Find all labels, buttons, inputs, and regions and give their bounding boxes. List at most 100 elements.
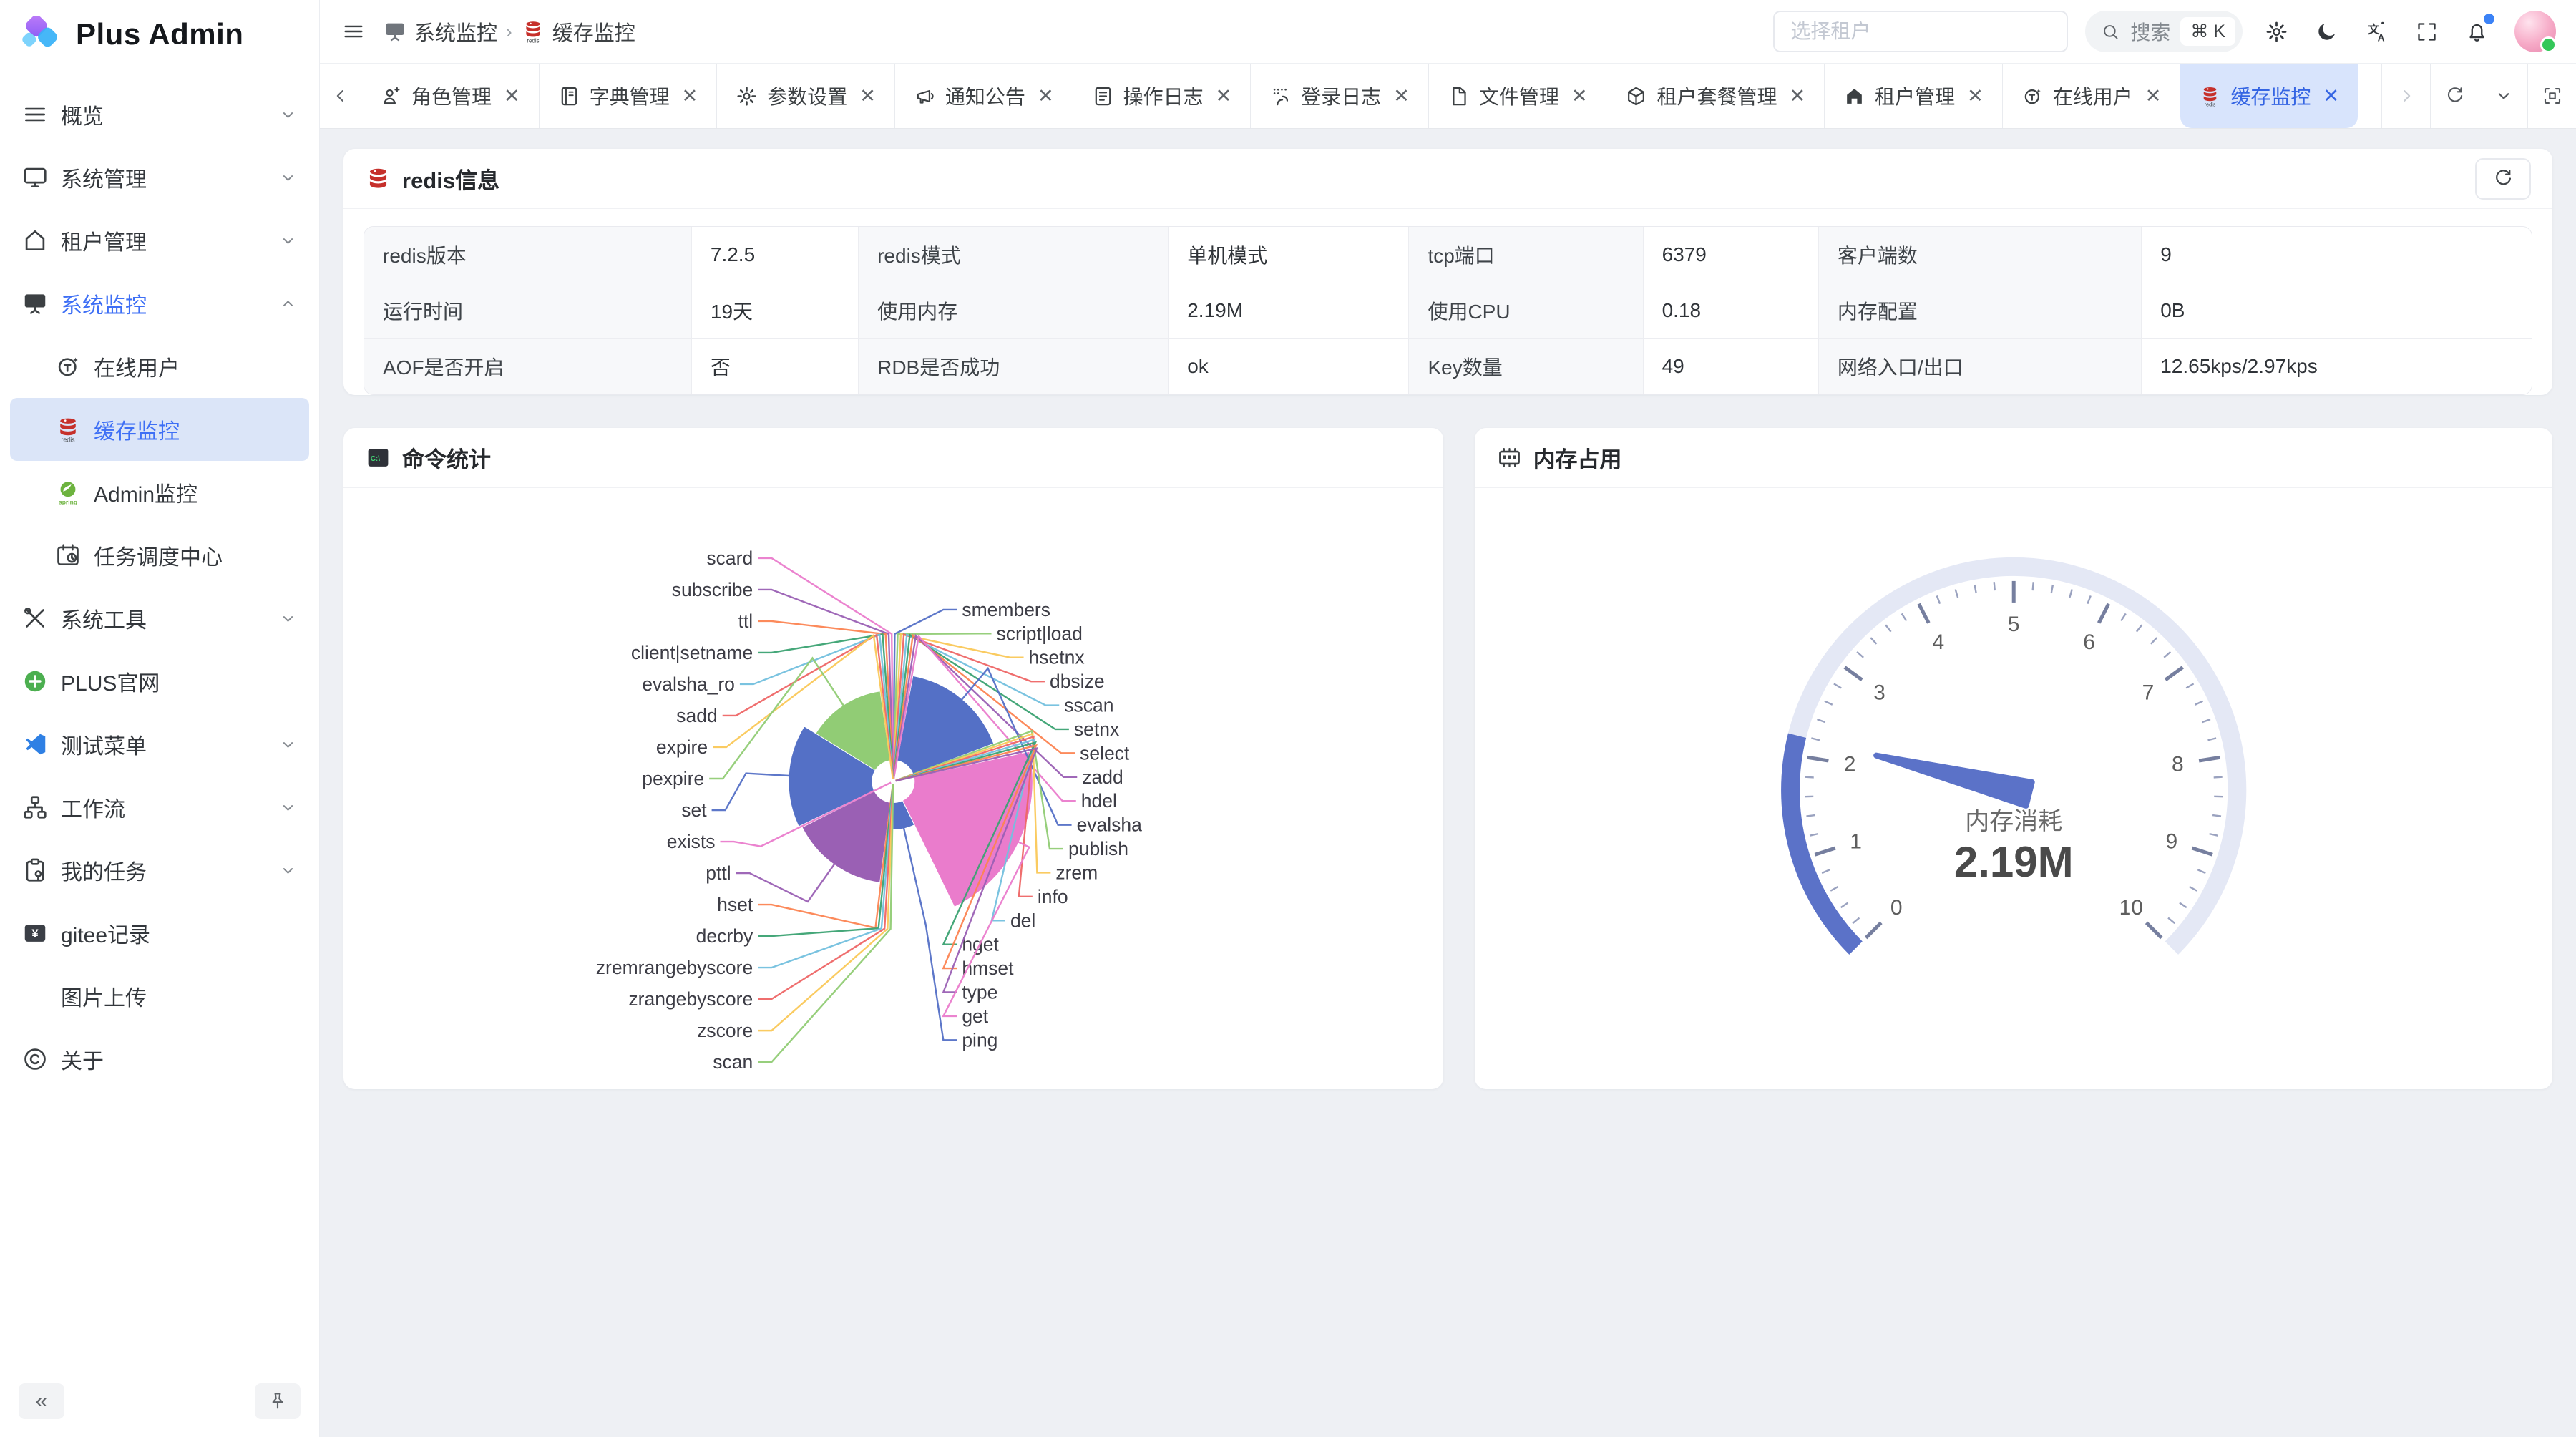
tab-租户套餐管理[interactable]: 租户套餐管理 ✕ <box>1606 64 1825 128</box>
gauge-chart-svg[interactable]: 0 1 2 3 4 5 6 7 8 9 10 内存消耗 2.19M <box>1475 488 2552 1089</box>
sidebar-item-系统管理[interactable]: 系统管理 <box>10 146 309 209</box>
svg-text:sscan: sscan <box>1064 695 1113 716</box>
memory-chip-icon <box>1496 444 1523 471</box>
tab-close-icon[interactable]: ✕ <box>859 84 876 107</box>
sidebar-item-图片上传[interactable]: 图片上传 <box>10 965 309 1028</box>
sidebar-item-label: PLUS官网 <box>61 672 160 696</box>
tab-通知公告[interactable]: 通知公告 ✕ <box>895 64 1073 128</box>
sidebar-item-关于[interactable]: 关于 <box>10 1028 309 1091</box>
sidebar-item-PLUS官网[interactable]: PLUS官网 <box>10 650 309 713</box>
monitor-board-icon <box>383 19 407 44</box>
svg-text:0: 0 <box>1890 896 1902 920</box>
tab-close-icon[interactable]: ✕ <box>504 84 520 107</box>
info-label: 内存配置 <box>1818 282 2142 338</box>
sidebar-item-在线用户[interactable]: 在线用户 <box>10 335 309 398</box>
sidebar-item-缓存监控[interactable]: redis 缓存监控 <box>10 398 309 461</box>
spring-icon: spring <box>54 479 82 506</box>
tab-close-icon[interactable]: ✕ <box>1037 84 1054 107</box>
gear-icon <box>736 85 758 107</box>
sidebar-collapse-button[interactable]: « <box>19 1383 64 1419</box>
sidebar-item-我的任务[interactable]: 我的任务 <box>10 839 309 902</box>
tab-字典管理[interactable]: 字典管理 ✕ <box>540 64 718 128</box>
svg-text:6: 6 <box>2083 630 2095 654</box>
tab-close-icon[interactable]: ✕ <box>2145 84 2162 107</box>
tab-参数设置[interactable]: 参数设置 ✕ <box>717 64 895 128</box>
chevron-down-icon <box>278 798 298 817</box>
breadcrumb-item-system-monitor[interactable]: 系统监控 <box>383 16 497 47</box>
tab-角色管理[interactable]: 角色管理 ✕ <box>361 64 540 128</box>
tab-fullscreen-button[interactable] <box>2527 64 2576 128</box>
svg-text:1: 1 <box>1850 830 1862 854</box>
sidebar-item-任务调度中心[interactable]: 任务调度中心 <box>10 524 309 587</box>
svg-text:zrangebyscore: zrangebyscore <box>628 988 753 1010</box>
breadcrumb-item-cache-monitor[interactable]: redis 缓存监控 <box>521 16 635 47</box>
tab-menu-dropdown-button[interactable] <box>2479 64 2527 128</box>
gitee-icon: ¥ <box>21 920 49 947</box>
tools-icon <box>21 605 49 632</box>
svg-text:ttl: ttl <box>738 610 753 632</box>
tabs-scroll-left-button[interactable] <box>320 64 361 128</box>
svg-text:subscribe: subscribe <box>672 579 753 600</box>
tab-缓存监控[interactable]: redis 缓存监控 ✕ <box>2180 64 2358 128</box>
building-icon <box>1843 85 1865 107</box>
svg-text:publish: publish <box>1068 838 1128 859</box>
dark-mode-moon-icon[interactable] <box>2310 15 2343 48</box>
command-stats-chart: smembers script|load hsetnx dbsize sscan setn… <box>343 488 1443 1089</box>
tab-close-icon[interactable]: ✕ <box>1967 84 1984 107</box>
main-column: 系统监控 › redis 缓存监控 搜索 ⌘ K 文A <box>320 0 2576 1437</box>
notifications-bell-icon[interactable] <box>2460 14 2494 48</box>
svg-text:4: 4 <box>1932 630 1944 654</box>
svg-text:10: 10 <box>2119 896 2142 920</box>
svg-text:get: get <box>962 1005 988 1027</box>
tab-close-icon[interactable]: ✕ <box>1571 84 1588 107</box>
global-search[interactable]: 搜索 ⌘ K <box>2085 11 2243 52</box>
redis-refresh-button[interactable] <box>2475 157 2531 200</box>
svg-text:hsetnx: hsetnx <box>1029 647 1085 668</box>
sidebar-item-gitee记录[interactable]: ¥ gitee记录 <box>10 902 309 965</box>
tab-在线用户[interactable]: 在线用户 ✕ <box>2003 64 2181 128</box>
user-avatar[interactable] <box>2514 11 2557 53</box>
sidebar-item-工作流[interactable]: 工作流 <box>10 776 309 839</box>
search-shortcut: ⌘ K <box>2180 17 2235 46</box>
sidebar-item-测试菜单[interactable]: 测试菜单 <box>10 713 309 776</box>
chevron-down-icon <box>278 168 298 187</box>
sidebar-item-label: 关于 <box>61 1050 104 1073</box>
tab-label: 字典管理 <box>589 86 670 108</box>
svg-text:ping: ping <box>962 1029 997 1051</box>
rose-chart-svg[interactable]: smembers script|load hsetnx dbsize sscansetn… <box>343 488 1443 1089</box>
sidebar-item-Admin监控[interactable]: spring Admin监控 <box>10 461 309 524</box>
tenant-select-input[interactable] <box>1773 11 2069 52</box>
sidebar-item-概览[interactable]: 概览 <box>10 83 309 146</box>
tab-操作日志[interactable]: 操作日志 ✕ <box>1073 64 1252 128</box>
chevron-down-icon <box>278 609 298 628</box>
sidebar-item-租户管理[interactable]: 租户管理 <box>10 209 309 272</box>
tab-close-icon[interactable]: ✕ <box>1215 84 1232 107</box>
redis-info-row: 运行时间 19天 使用内存 2.19M 使用CPU 0.18 内存配置 0B <box>364 282 2532 338</box>
tab-refresh-button[interactable] <box>2430 64 2479 128</box>
sidebar-item-系统监控[interactable]: 系统监控 <box>10 272 309 335</box>
svg-text:info: info <box>1038 886 1068 907</box>
tab-close-icon[interactable]: ✕ <box>681 84 698 107</box>
svg-text:redis: redis <box>61 436 75 443</box>
hamburger-menu-icon[interactable] <box>341 19 366 44</box>
fullscreen-icon[interactable] <box>2410 15 2443 48</box>
tab-close-icon[interactable]: ✕ <box>2323 84 2340 107</box>
svg-text:3: 3 <box>1873 681 1885 705</box>
pin-button[interactable] <box>255 1383 301 1419</box>
settings-gear-icon[interactable] <box>2260 15 2293 48</box>
sidebar-item-系统工具[interactable]: 系统工具 <box>10 587 309 650</box>
svg-text:setnx: setnx <box>1074 718 1119 740</box>
tab-label: 操作日志 <box>1123 86 1204 108</box>
info-label: RDB是否成功 <box>858 338 1169 394</box>
tabs-scroll-right-button[interactable] <box>2381 64 2430 128</box>
home-icon <box>21 227 49 254</box>
tab-租户管理[interactable]: 租户管理 ✕ <box>1825 64 2003 128</box>
tab-文件管理[interactable]: 文件管理 ✕ <box>1429 64 1607 128</box>
sidebar-item-label: gitee记录 <box>61 924 151 948</box>
tab-close-icon[interactable]: ✕ <box>1789 84 1806 107</box>
tab-登录日志[interactable]: 登录日志 ✕ <box>1251 64 1429 128</box>
tab-close-icon[interactable]: ✕ <box>1393 84 1410 107</box>
svg-text:zremrangebyscore: zremrangebyscore <box>596 957 753 978</box>
app-logo[interactable]: Plus Admin <box>0 0 319 64</box>
